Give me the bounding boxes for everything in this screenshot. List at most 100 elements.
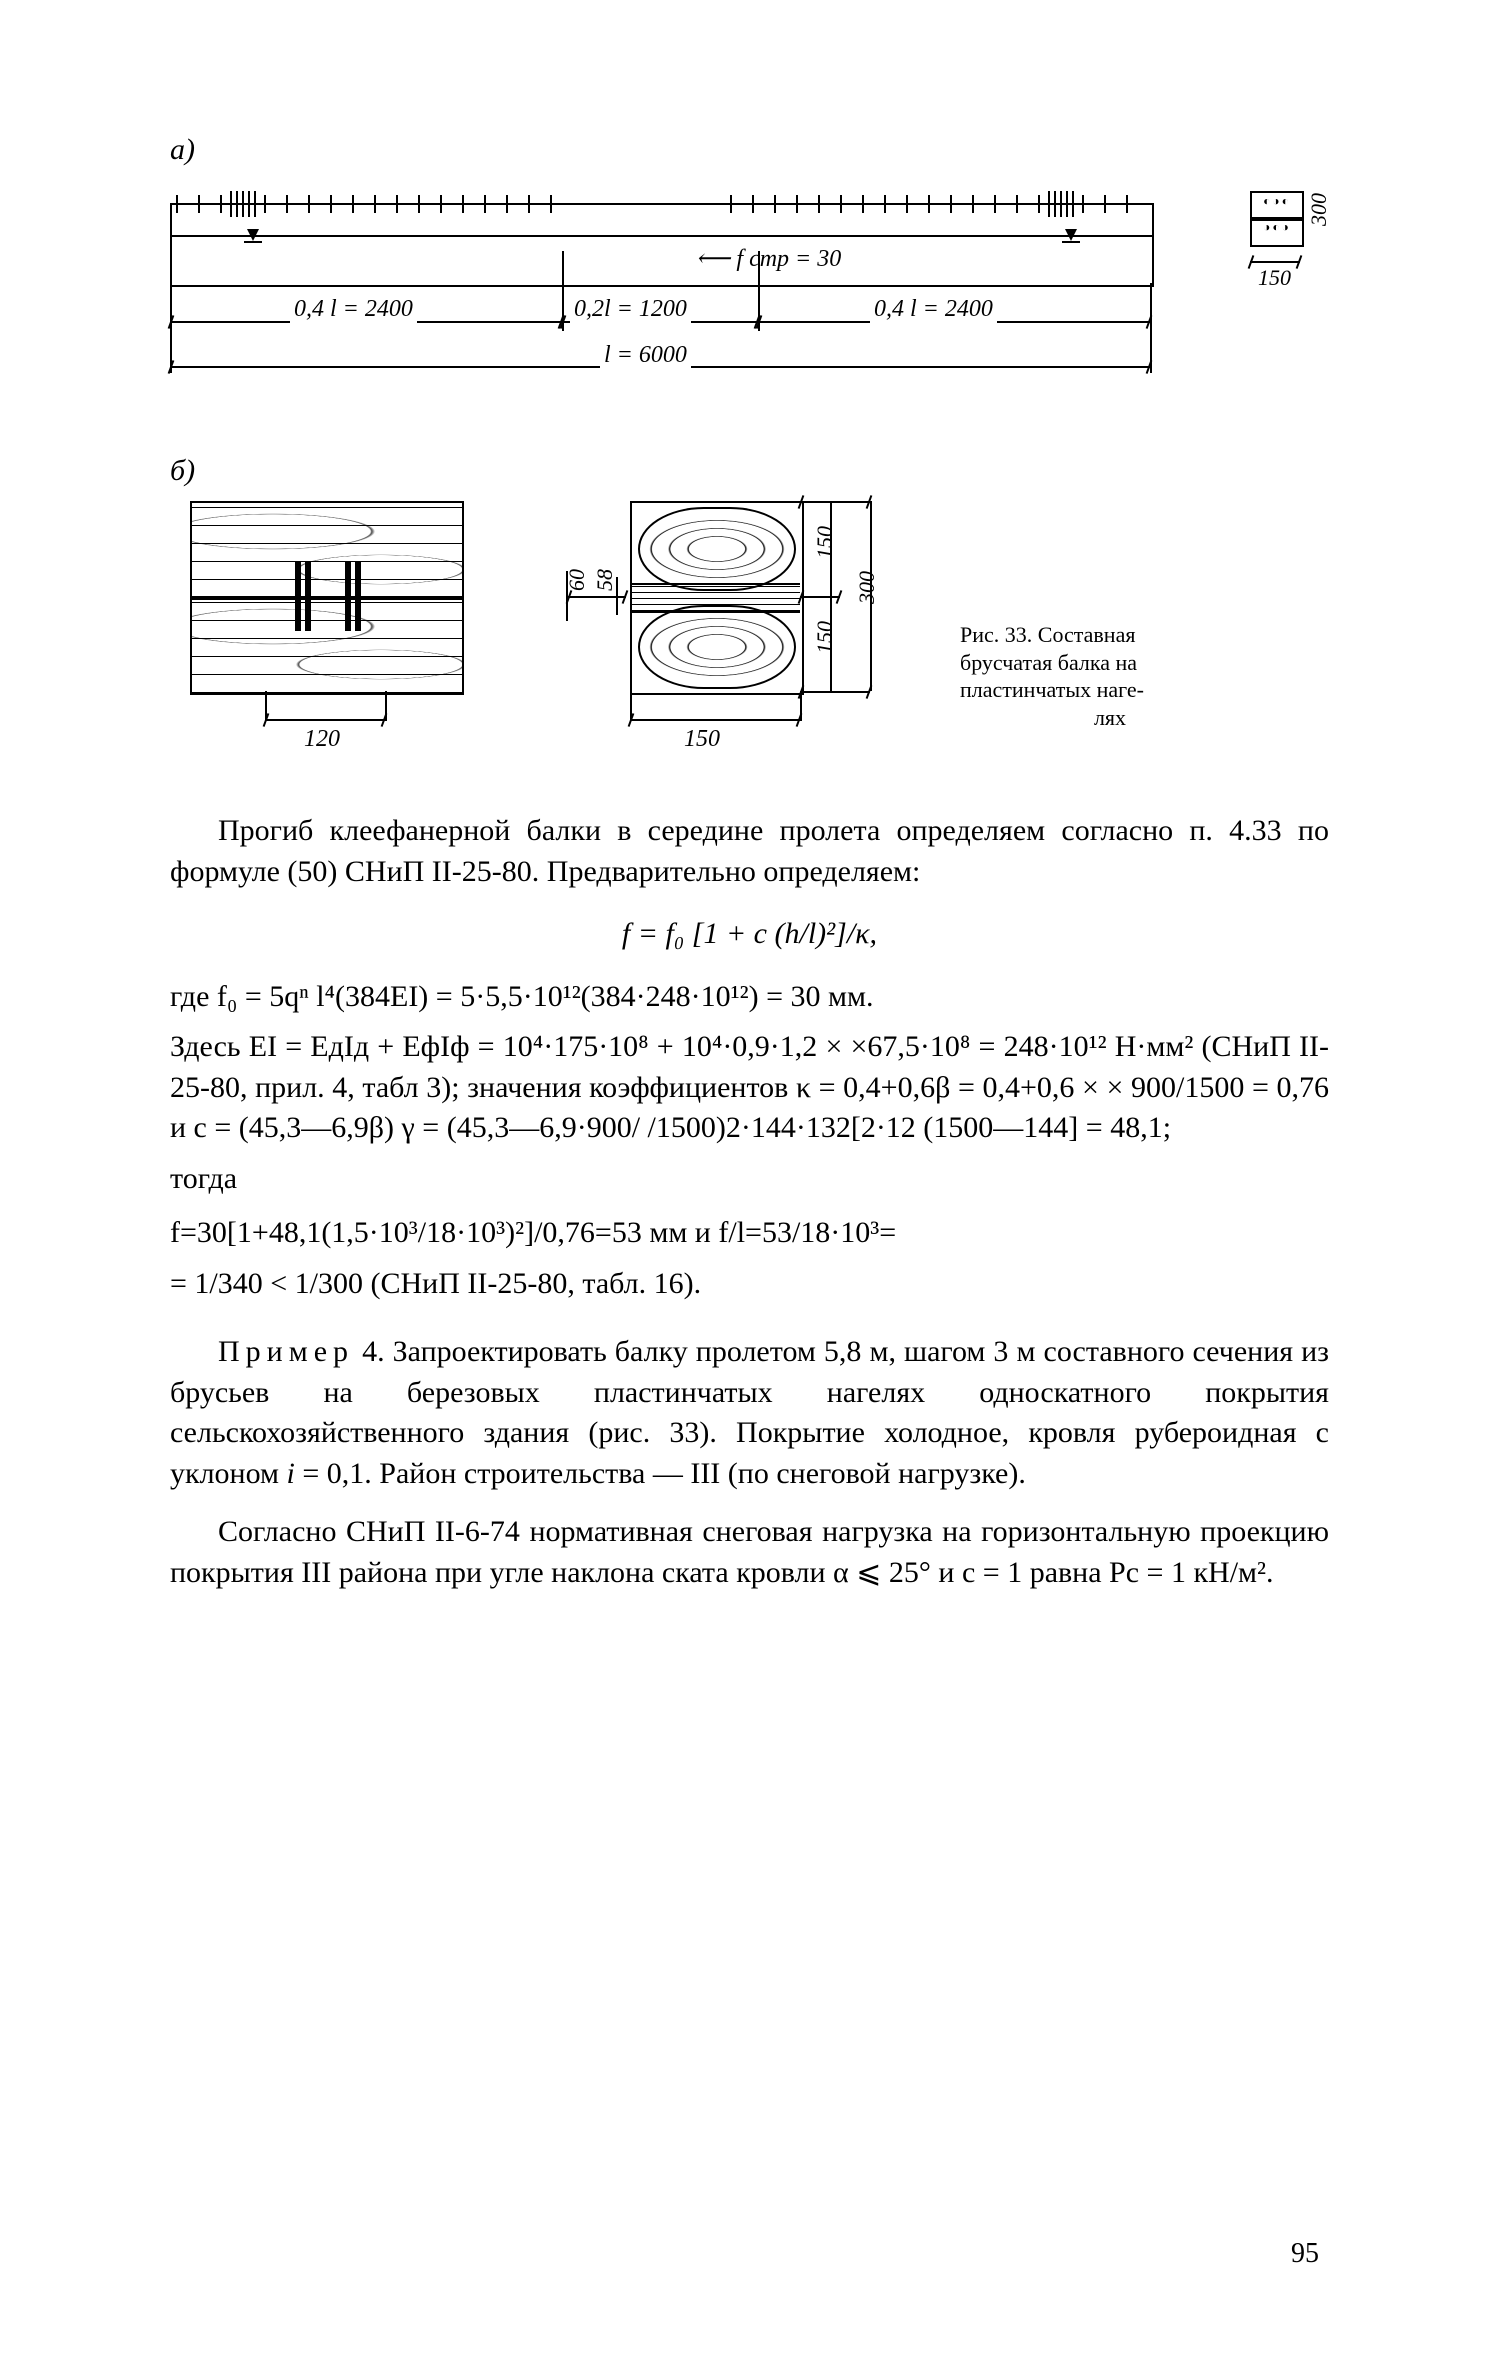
h-half-bot: 150 <box>810 621 840 654</box>
right-width-dim <box>630 719 800 721</box>
paragraph-6: Согласно СНиП II-6-74 нормативная снегов… <box>170 1512 1329 1593</box>
hatch-tick <box>1016 195 1018 213</box>
paragraph-4b: = 1/340 < 1/300 (СНиП II-25-80, табл. 16… <box>170 1264 1329 1305</box>
nagel-2b <box>355 561 361 631</box>
hatch-tick <box>730 195 732 213</box>
hatch-tick <box>418 195 420 213</box>
left-width-label: 120 <box>300 723 344 755</box>
hatch-tick <box>462 195 464 213</box>
hatch-tick-dense <box>1054 191 1056 217</box>
h-total: 300 <box>852 571 882 604</box>
hatch-tick-dense <box>1072 191 1074 217</box>
caption-line-4: лях <box>960 704 1260 732</box>
beam-elevation: /* decorative ticks via many small divs … <box>170 203 1154 287</box>
figure-a: ◐◑◐ ◑◐◑ 300 150 /* decorative ticks via … <box>170 181 1330 401</box>
dim-mid-label: 0,2l = 1200 <box>570 293 691 325</box>
paragraph-4a: f=30[1+48,1(1,5·10³/18·10³)²]/0,76=53 мм… <box>170 1213 1329 1254</box>
hatch-tick-dense <box>230 191 232 217</box>
hatch-tick-dense <box>236 191 238 217</box>
hatch-tick-dense <box>248 191 250 217</box>
slab-ext-b <box>616 577 618 615</box>
hatch-tick <box>818 195 820 213</box>
hatch-tick <box>440 195 442 213</box>
right-width-label: 150 <box>680 723 724 755</box>
hatch-tick <box>972 195 974 213</box>
hatch-tick <box>1038 195 1040 213</box>
support-left <box>242 229 264 245</box>
hatch-tick <box>774 195 776 213</box>
hatch-tick <box>176 195 178 213</box>
caption-line-2: брусчатая балка на <box>960 650 1137 675</box>
nagel-1a <box>295 561 301 631</box>
section-height-label: 300 <box>1304 193 1334 226</box>
hatch-tick <box>264 195 266 213</box>
hatch-tick <box>1126 195 1128 213</box>
r-mid-tick <box>800 596 840 598</box>
log-top <box>638 507 796 591</box>
support-right <box>1060 229 1082 245</box>
hatch-tick <box>928 195 930 213</box>
left-width-dim <box>265 719 385 721</box>
section-bottom: ◑◐◑ <box>1250 217 1304 247</box>
section-bottom-hatch: ◑◐◑ <box>1254 221 1300 243</box>
caption-line-3: пластинчатых наге- <box>960 677 1144 702</box>
hatch-tick <box>752 195 754 213</box>
fstr-text: f стр = 30 <box>736 246 841 272</box>
ext-3 <box>1150 283 1152 373</box>
hatch-tick <box>1082 195 1084 213</box>
nagel-1b <box>305 561 311 631</box>
top-hatches <box>170 195 1150 215</box>
section-width-label: 150 <box>1254 263 1295 293</box>
section-top-hatch: ◐◑◐ <box>1254 195 1300 217</box>
paragraph-1: Прогиб клеефанерной балки в середине про… <box>170 811 1329 892</box>
hatch-tick <box>796 195 798 213</box>
hatch-tick <box>330 195 332 213</box>
page-number: 95 <box>1291 2235 1319 2273</box>
left-beam-bottom <box>190 596 464 695</box>
hatch-tick <box>352 195 354 213</box>
hatch-tick <box>528 195 530 213</box>
nagel-2a <box>345 561 351 631</box>
hatch-tick <box>374 195 376 213</box>
caption-line-1: Рис. 33. Составная <box>960 622 1135 647</box>
h-half-top: 150 <box>810 526 840 559</box>
hatch-tick <box>840 195 842 213</box>
hatch-tick <box>308 195 310 213</box>
formula-main: f = f₀ [1 + c (h/l)²]/κ, <box>170 914 1329 955</box>
fstr-label: ⟵ f стр = 30 <box>692 243 845 275</box>
hatch-tick <box>550 195 552 213</box>
r-top-tick <box>800 501 870 503</box>
hatch-tick <box>220 195 222 213</box>
dim-left-label: 0,4 l = 2400 <box>290 293 417 325</box>
figure-b-label: б) <box>170 451 1329 492</box>
log-bottom <box>638 605 796 689</box>
section-box: ◐◑◐ ◑◐◑ 300 150 <box>1210 191 1330 291</box>
hatch-tick <box>950 195 952 213</box>
hatch-tick-dense <box>254 191 256 217</box>
figure-b: 120 60 58 150 150 300 150 Рис. 33. Соста… <box>170 501 1330 771</box>
paragraph-3: Здесь EI = EдIд + EфIф = 10⁴·175·10⁸ + 1… <box>170 1027 1329 1149</box>
hatch-tick <box>994 195 996 213</box>
hatch-tick-dense <box>1060 191 1062 217</box>
hatch-tick <box>884 195 886 213</box>
paragraph-2: где f₀ = 5qⁿ l⁴(384EI) = 5·5,5·10¹²(384·… <box>170 977 1329 1018</box>
example-word: Пример <box>218 1335 354 1368</box>
page: а) ◐◑◐ ◑◐◑ 300 150 /* decorative ticks v… <box>0 0 1499 2363</box>
paragraph-5: Пример 4. Запроектировать балку пролетом… <box>170 1332 1329 1494</box>
hatch-tick <box>506 195 508 213</box>
hatch-tick <box>1104 195 1106 213</box>
left-beam-top <box>190 501 464 600</box>
hatch-tick <box>862 195 864 213</box>
hatch-tick-dense <box>242 191 244 217</box>
hatch-tick <box>286 195 288 213</box>
hatch-tick <box>396 195 398 213</box>
figure-a-label: а) <box>170 130 1329 171</box>
hatch-tick <box>198 195 200 213</box>
paragraph-3b: тогда <box>170 1159 1329 1200</box>
dim-total-label: l = 6000 <box>600 339 691 371</box>
figure-caption: Рис. 33. Составная брусчатая балка на пл… <box>960 621 1260 731</box>
slab-ext-a <box>566 571 568 621</box>
hatch-tick <box>906 195 908 213</box>
hatch-tick-dense <box>1048 191 1050 217</box>
hatch-tick-dense <box>1066 191 1068 217</box>
